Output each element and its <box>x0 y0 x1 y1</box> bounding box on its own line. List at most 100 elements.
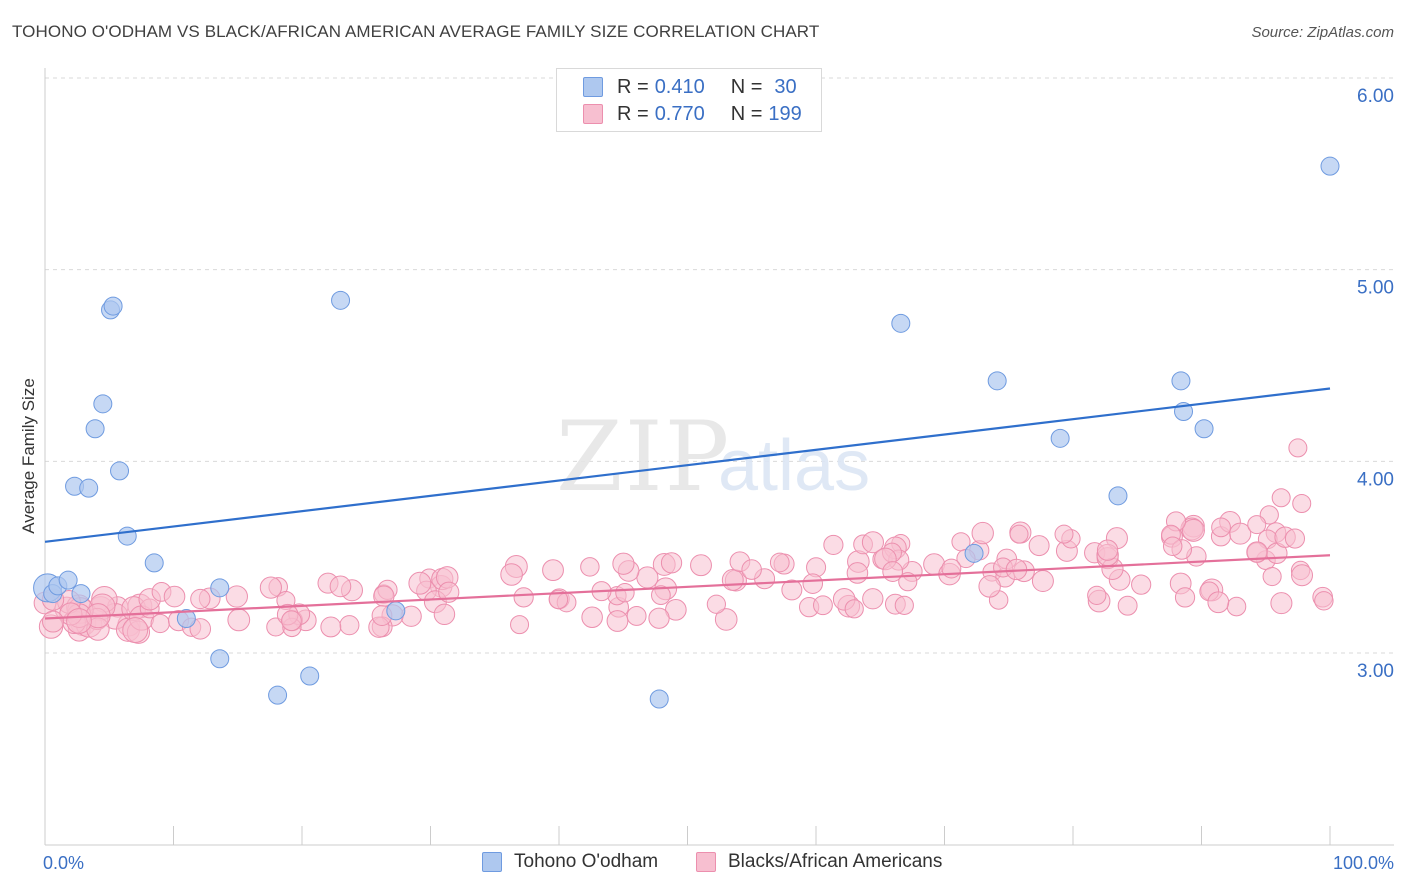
pink-point <box>612 552 635 575</box>
pink-point <box>548 589 569 610</box>
pink-point <box>1009 524 1029 544</box>
pink-point <box>225 585 248 608</box>
blue-point <box>1171 371 1191 391</box>
blue-point <box>176 608 196 628</box>
blue-point <box>210 649 230 669</box>
y-axis-label: Average Family Size <box>19 378 38 534</box>
watermark-zip: ZIP <box>556 401 731 513</box>
blue-series-points <box>33 156 1340 709</box>
pink-point <box>714 608 738 631</box>
x-tick-label-1: 100.0% <box>1333 853 1394 873</box>
pink-trend-line <box>44 554 1331 620</box>
chart-title: TOHONO O'ODHAM VS BLACK/AFRICAN AMERICAN… <box>12 22 820 41</box>
pink-point <box>1211 517 1231 538</box>
legend-swatch-pink <box>583 104 603 124</box>
pink-point <box>1087 585 1107 605</box>
pink-point <box>1207 591 1230 614</box>
legend: R = 0.410 N = 30 R = 0.770 N = 199 <box>556 68 822 132</box>
pink-point <box>1117 595 1138 616</box>
axis-labels: 3.00 4.00 5.00 6.00 0.0% 100.0% Average Family… <box>19 86 1394 873</box>
pink-point <box>580 557 600 577</box>
blue-trend-line <box>44 387 1331 543</box>
blue-point <box>1320 156 1340 176</box>
pink-point <box>408 571 432 595</box>
pink-point <box>741 559 762 580</box>
pink-point <box>648 607 670 629</box>
y-tick-label-3: 6.00 <box>1357 86 1394 107</box>
legend-n-label: N = <box>730 102 763 125</box>
blue-point <box>300 666 320 686</box>
blue-point <box>79 478 99 498</box>
pink-point <box>861 531 884 554</box>
pink-point <box>626 605 647 626</box>
blue-point <box>144 553 164 573</box>
pink-point <box>769 552 790 573</box>
pink-point <box>894 595 914 615</box>
bottom-legend-item-black: Blacks/African Americans <box>696 851 942 873</box>
blue-point <box>891 313 911 333</box>
y-tick-label-1: 4.00 <box>1357 469 1394 490</box>
pink-point <box>721 569 744 591</box>
legend-r-label: R = <box>617 102 649 125</box>
blue-point <box>386 601 406 621</box>
bottom-legend-item-tohono: Tohono O'odham <box>482 851 658 873</box>
legend-row-black: R = 0.770 N = 199 <box>583 101 802 127</box>
pink-point <box>500 563 523 586</box>
legend-n-label: N = <box>730 75 763 98</box>
pink-point <box>329 575 352 598</box>
blue-point <box>110 461 130 481</box>
pink-point <box>1262 566 1282 587</box>
pink-point <box>66 608 92 634</box>
pink-point <box>510 615 530 635</box>
pink-point <box>320 616 342 638</box>
pink-point <box>259 576 282 599</box>
pink-point <box>978 575 1001 598</box>
blue-point <box>1108 486 1128 506</box>
pink-point <box>1054 524 1074 544</box>
blue-point <box>987 371 1007 391</box>
blue-point <box>93 394 113 414</box>
pink-point <box>581 606 603 629</box>
legend-n-value: 30 <box>774 75 797 98</box>
pink-series-points <box>33 438 1334 644</box>
y-tick-label-2: 5.00 <box>1357 278 1394 299</box>
pink-point <box>615 582 635 603</box>
pink-point <box>882 561 904 582</box>
pink-point <box>690 554 712 577</box>
pink-point <box>227 608 251 632</box>
pink-point <box>971 521 994 545</box>
legend-n-value: 199 <box>768 102 802 125</box>
source-label: Source: ZipAtlas.com <box>1251 24 1394 41</box>
x-tick-label-0: 0.0% <box>43 853 84 873</box>
pink-point <box>1229 522 1252 545</box>
trend-lines <box>44 387 1331 620</box>
pink-point <box>802 573 824 594</box>
pink-point <box>1271 488 1291 508</box>
bottom-legend-label-black: Blacks/African Americans <box>728 851 943 872</box>
pink-point <box>1096 539 1119 561</box>
grid-lines <box>45 77 1394 654</box>
legend-r-value: 0.410 <box>654 75 705 98</box>
blue-point <box>71 584 91 604</box>
blue-point <box>331 290 351 310</box>
pink-point <box>339 615 360 636</box>
pink-point <box>1270 592 1293 615</box>
pink-point <box>606 610 629 632</box>
legend-r-label: R = <box>617 75 649 98</box>
pink-point <box>823 534 844 555</box>
bottom-legend-swatch-pink <box>696 852 716 872</box>
pink-point <box>1292 493 1312 513</box>
pink-point <box>1174 587 1196 608</box>
legend-r-value: 0.770 <box>654 102 705 125</box>
pink-point <box>189 618 212 640</box>
blue-point <box>1050 428 1070 448</box>
watermark: ZIP atlas <box>556 401 870 513</box>
pink-point <box>1247 515 1267 535</box>
blue-point <box>103 296 123 316</box>
pink-point <box>1162 536 1183 557</box>
pink-point <box>433 603 456 626</box>
pink-point <box>1246 541 1268 563</box>
pink-point <box>706 594 726 614</box>
pink-point <box>1226 596 1247 617</box>
